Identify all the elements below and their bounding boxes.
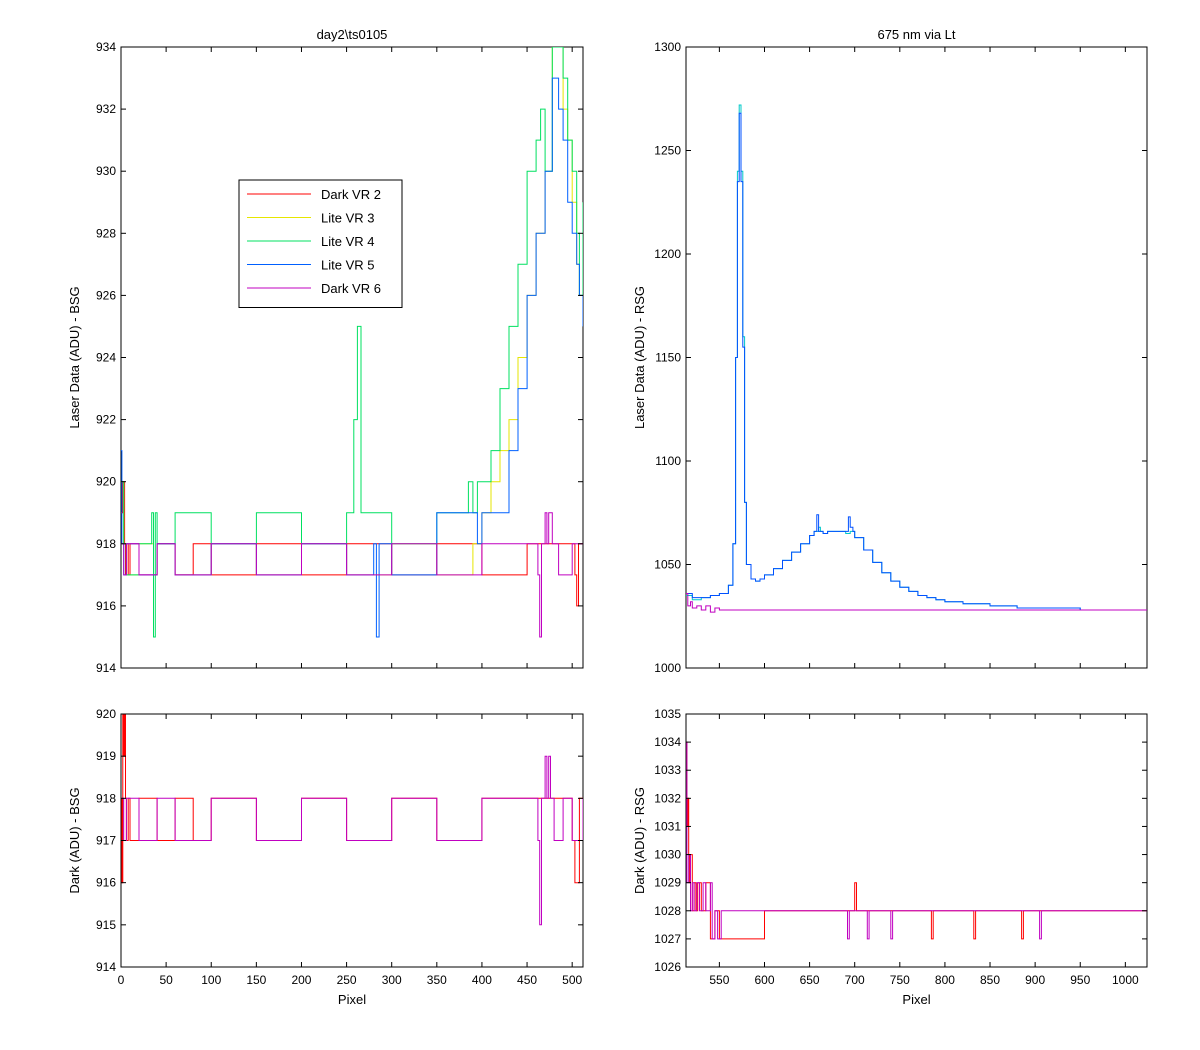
plot-area-0	[120, 46, 584, 669]
legend-entry-0: Dark VR 2	[321, 187, 381, 202]
y-tick-label-1-2: 1100	[655, 454, 681, 468]
y-tick-label-0-1: 916	[96, 599, 116, 613]
y-tick-label-0-4: 922	[96, 413, 116, 427]
series-line-1-2	[686, 593, 1147, 613]
y-tick-label-3-3: 1029	[654, 876, 681, 890]
series-line-2-1	[121, 755, 583, 926]
y-tick-label-3-4: 1030	[654, 848, 681, 862]
y-tick-label-0-3: 920	[96, 475, 116, 489]
x-axis-label-2: Pixel	[338, 992, 366, 1007]
x-tick-label-3-5: 800	[935, 973, 955, 987]
y-tick-label-0-0: 914	[96, 661, 116, 675]
x-tick-label-2-2: 100	[201, 973, 221, 987]
chart-title-1: 675 nm via Lt	[877, 27, 955, 42]
x-tick-label-3-7: 900	[1025, 973, 1045, 987]
panel-3: 550 600 650 700 750 800 850 900 950 1000 1026 1027 1…	[632, 707, 1148, 1007]
y-tick-label-1-4: 1200	[654, 247, 681, 261]
x-tick-label-3-3: 700	[845, 973, 865, 987]
y-tick-label-1-6: 1300	[654, 40, 681, 54]
y-tick-label-0-8: 930	[96, 164, 116, 178]
y-tick-label-1-0: 1000	[654, 661, 681, 675]
x-tick-label-3-4: 750	[890, 973, 910, 987]
legend-entry-1: Lite VR 3	[321, 211, 374, 226]
series-group-2	[121, 714, 583, 926]
x-tick-label-3-2: 650	[800, 973, 820, 987]
legend-entry-3: Lite VR 5	[321, 258, 374, 273]
y-tick-label-2-1: 915	[96, 918, 116, 932]
x-tick-label-2-6: 300	[382, 973, 402, 987]
y-tick-label-3-9: 1035	[654, 707, 681, 721]
y-tick-label-1-1: 1050	[654, 558, 681, 572]
plot-area-1	[685, 46, 1148, 669]
y-tick-label-0-10: 934	[96, 40, 116, 54]
y-tick-label-2-4: 918	[96, 791, 116, 805]
x-tick-label-2-8: 400	[472, 973, 492, 987]
y-tick-label-0-7: 928	[96, 226, 116, 240]
y-tick-label-3-1: 1027	[654, 932, 681, 946]
y-tick-label-2-6: 920	[96, 707, 116, 721]
y-tick-label-2-0: 914	[96, 960, 116, 974]
y-tick-label-0-6: 926	[96, 288, 116, 302]
y-axis-label-2: Dark (ADU) - BSG	[67, 787, 82, 893]
y-tick-label-1-3: 1150	[655, 351, 681, 365]
panel-0: 914 916 918 920 922 924 926 928 930 932 934 day2\ts…	[67, 27, 584, 675]
series-group-0	[121, 47, 583, 638]
y-tick-label-2-5: 919	[96, 749, 116, 763]
y-tick-label-1-5: 1250	[654, 144, 681, 158]
series-line-1-1	[686, 112, 1147, 611]
x-tick-label-3-9: 1000	[1112, 973, 1139, 987]
y-tick-label-0-2: 918	[96, 537, 116, 551]
x-tick-label-3-0: 550	[709, 973, 729, 987]
y-tick-label-3-7: 1033	[654, 763, 681, 777]
y-tick-label-3-5: 1031	[654, 819, 681, 833]
x-tick-label-2-4: 200	[291, 973, 311, 987]
y-tick-label-2-3: 917	[96, 834, 116, 848]
x-tick-label-3-8: 950	[1070, 973, 1090, 987]
series-line-3-1	[686, 741, 1147, 940]
legend-box	[238, 179, 403, 308]
y-axis-label-3: Dark (ADU) - RSG	[632, 787, 647, 894]
x-tick-label-2-3: 150	[246, 973, 266, 987]
y-tick-label-3-2: 1028	[654, 904, 681, 918]
x-tick-label-2-0: 0	[118, 973, 125, 987]
x-tick-label-2-7: 350	[427, 973, 447, 987]
x-tick-label-3-6: 850	[980, 973, 1000, 987]
series-line-0-2	[121, 47, 583, 638]
legend: Dark VR 2 Lite VR 3 Lite VR 4 Lite VR 5 Dark…	[238, 179, 403, 308]
x-tick-label-3-1: 600	[754, 973, 774, 987]
y-tick-label-0-9: 932	[96, 102, 116, 116]
y-tick-label-3-6: 1032	[654, 791, 681, 805]
x-tick-label-2-1: 50	[159, 973, 173, 987]
legend-entry-4: Dark VR 6	[321, 281, 381, 296]
panel-2: 0 50 100 150 200 250 300 350 400 450 500 914 915 916 9…	[67, 707, 584, 1007]
legend-entry-2: Lite VR 4	[321, 234, 374, 249]
series-line-0-4	[121, 512, 583, 638]
x-tick-label-2-5: 250	[337, 973, 357, 987]
y-axis-label-1: Laser Data (ADU) - RSG	[632, 286, 647, 429]
y-tick-label-3-0: 1026	[654, 960, 681, 974]
y-tick-label-2-2: 916	[96, 876, 116, 890]
x-axis-label-3: Pixel	[902, 992, 930, 1007]
y-axis-label-0: Laser Data (ADU) - BSG	[67, 286, 82, 428]
y-tick-label-0-5: 924	[96, 351, 116, 365]
x-tick-label-2-9: 450	[517, 973, 537, 987]
series-group-1	[686, 104, 1147, 613]
chart-title-0: day2\ts0105	[317, 27, 388, 42]
plot-area-3	[685, 713, 1148, 968]
panel-1: 1000 1050 1100 1150 1200 1250 1300 675 nm via L…	[632, 27, 1148, 675]
y-tick-label-3-8: 1034	[654, 735, 681, 749]
x-tick-label-2-10: 500	[562, 973, 582, 987]
